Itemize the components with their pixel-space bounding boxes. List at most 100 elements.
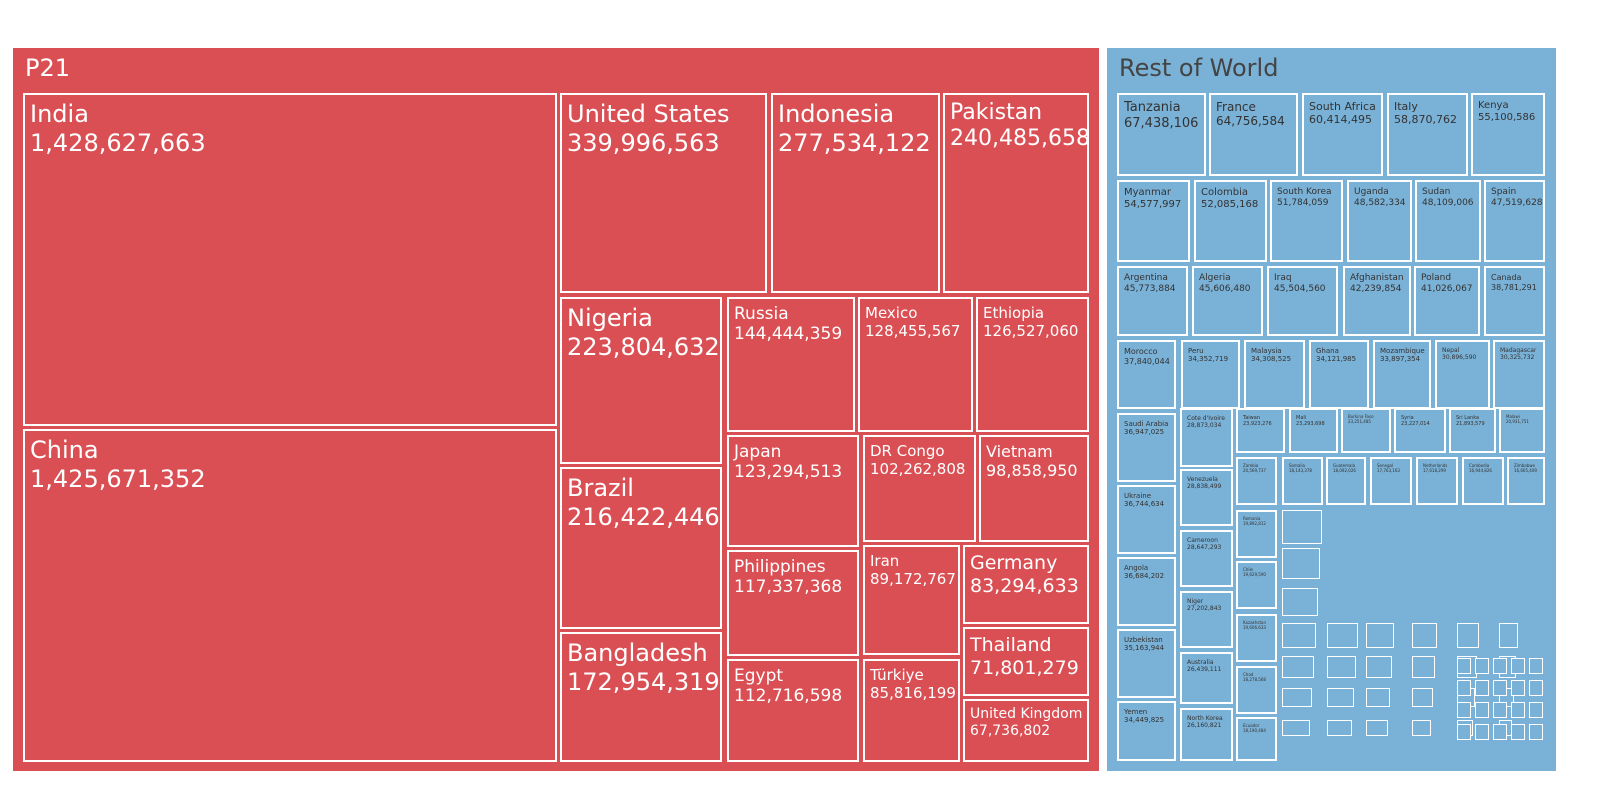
treemap-tile-small[interactable]	[1511, 658, 1525, 674]
treemap-tile-small[interactable]	[1282, 510, 1322, 544]
treemap-tile-dr-congo[interactable]: DR Congo 102,262,808	[863, 435, 976, 542]
treemap-tile-small[interactable]	[1457, 724, 1471, 740]
treemap-tile-small[interactable]	[1457, 658, 1471, 674]
treemap-tile-netherlands[interactable]: Netherlands 17,618,299	[1416, 457, 1458, 505]
treemap-tile-burkina-faso[interactable]: Burkina Faso 23,251,485	[1341, 408, 1391, 453]
treemap-tile-small[interactable]	[1282, 720, 1310, 736]
treemap-tile-india[interactable]: India 1,428,627,663	[23, 93, 557, 426]
treemap-tile-morocco[interactable]: Morocco 37,840,044	[1117, 340, 1176, 409]
treemap-tile-afghanistan[interactable]: Afghanistan 42,239,854	[1343, 266, 1411, 336]
treemap-tile-senegal[interactable]: Senegal 17,763,163	[1370, 457, 1412, 505]
treemap-tile-angola[interactable]: Angola 36,684,202	[1117, 557, 1176, 626]
treemap-tile-niger[interactable]: Niger 27,202,843	[1180, 591, 1233, 648]
treemap-tile-canada[interactable]: Canada 38,781,291	[1484, 266, 1545, 336]
treemap-tile-cote-d-ivoire[interactable]: Cote d'Ivoire 28,873,034	[1180, 408, 1233, 467]
treemap-tile-kenya[interactable]: Kenya 55,100,586	[1471, 93, 1545, 176]
treemap-tile-nepal[interactable]: Nepal 30,896,590	[1435, 340, 1490, 409]
treemap-tile-small[interactable]	[1366, 623, 1394, 648]
treemap-tile-iran[interactable]: Iran 89,172,767	[863, 545, 960, 655]
treemap-tile-mali[interactable]: Mali 23,293,698	[1289, 408, 1338, 453]
treemap-tile-small[interactable]	[1457, 680, 1471, 696]
treemap-tile-japan[interactable]: Japan 123,294,513	[727, 435, 859, 547]
treemap-tile-poland[interactable]: Poland 41,026,067	[1414, 266, 1480, 336]
treemap-tile-bangladesh[interactable]: Bangladesh 172,954,319	[560, 632, 722, 762]
treemap-tile-mozambique[interactable]: Mozambique 33,897,354	[1373, 340, 1431, 409]
treemap-tile-vietnam[interactable]: Vietnam 98,858,950	[979, 435, 1089, 542]
treemap-tile-somalia[interactable]: Somalia 18,143,378	[1282, 457, 1323, 505]
treemap-tile-spain[interactable]: Spain 47,519,628	[1484, 180, 1545, 262]
treemap-tile-small[interactable]	[1282, 688, 1312, 707]
treemap-tile-small[interactable]	[1511, 724, 1525, 740]
treemap-tile-colombia[interactable]: Colombia 52,085,168	[1194, 180, 1267, 262]
treemap-tile-north-korea[interactable]: North Korea 26,160,821	[1180, 708, 1233, 761]
treemap-tile-small[interactable]	[1475, 702, 1489, 718]
treemap-tile-small[interactable]	[1529, 702, 1543, 718]
treemap-tile-small[interactable]	[1529, 658, 1543, 674]
treemap-tile-small[interactable]	[1282, 548, 1320, 579]
treemap-tile-saudi-arabia[interactable]: Saudi Arabia 36,947,025	[1117, 413, 1176, 482]
treemap-tile-malaysia[interactable]: Malaysia 34,308,525	[1244, 340, 1305, 409]
treemap-tile-sri-lanka[interactable]: Sri Lanka 21,893,579	[1449, 408, 1496, 453]
treemap-tile-small[interactable]	[1475, 658, 1489, 674]
treemap-tile-zimbabwe[interactable]: Zimbabwe 16,665,409	[1507, 457, 1545, 505]
treemap-tile-small[interactable]	[1327, 720, 1352, 736]
treemap-tile-small[interactable]	[1327, 623, 1358, 648]
treemap-tile-indonesia[interactable]: Indonesia 277,534,122	[771, 93, 940, 293]
treemap-tile-chile[interactable]: Chile 19,629,590	[1236, 561, 1277, 609]
treemap-tile-myanmar[interactable]: Myanmar 54,577,997	[1117, 180, 1190, 262]
treemap-tile-italy[interactable]: Italy 58,870,762	[1387, 93, 1468, 176]
treemap-tile-malawi[interactable]: Malawi 20,931,751	[1499, 408, 1545, 453]
treemap-tile-south-africa[interactable]: South Africa 60,414,495	[1302, 93, 1383, 176]
treemap-tile-small[interactable]	[1282, 656, 1314, 678]
treemap-tile-small[interactable]	[1529, 724, 1543, 740]
treemap-tile-small[interactable]	[1493, 680, 1507, 696]
treemap-tile-germany[interactable]: Germany 83,294,633	[963, 545, 1089, 624]
treemap-tile-ethiopia[interactable]: Ethiopia 126,527,060	[976, 297, 1089, 432]
treemap-tile-ghana[interactable]: Ghana 34,121,985	[1309, 340, 1369, 409]
treemap-tile-brazil[interactable]: Brazil 216,422,446	[560, 467, 722, 629]
treemap-tile-argentina[interactable]: Argentina 45,773,884	[1117, 266, 1188, 336]
treemap-tile-small[interactable]	[1457, 623, 1479, 648]
treemap-tile-small[interactable]	[1511, 702, 1525, 718]
treemap-tile-small[interactable]	[1475, 724, 1489, 740]
treemap-tile-small[interactable]	[1366, 720, 1388, 736]
treemap-tile-uganda[interactable]: Uganda 48,582,334	[1347, 180, 1412, 262]
treemap-tile-small[interactable]	[1327, 656, 1356, 678]
treemap-tile-small[interactable]	[1529, 680, 1543, 696]
treemap-tile-small[interactable]	[1511, 680, 1525, 696]
treemap-tile-ecuador[interactable]: Ecuador 18,190,484	[1236, 717, 1277, 761]
treemap-tile-australia[interactable]: Australia 26,439,111	[1180, 652, 1233, 704]
treemap-tile-uzbekistan[interactable]: Uzbekistan 35,163,944	[1117, 629, 1176, 698]
treemap-tile-mexico[interactable]: Mexico 128,455,567	[858, 297, 973, 432]
treemap-tile-france[interactable]: France 64,756,584	[1209, 93, 1298, 176]
treemap-tile-small[interactable]	[1457, 702, 1471, 718]
treemap-tile-united-kingdom[interactable]: United Kingdom 67,736,802	[963, 699, 1089, 762]
treemap-tile-small[interactable]	[1475, 680, 1489, 696]
treemap-tile-small[interactable]	[1499, 623, 1518, 648]
treemap-tile-egypt[interactable]: Egypt 112,716,598	[727, 659, 859, 762]
treemap-tile-small[interactable]	[1282, 623, 1316, 648]
treemap-tile-small[interactable]	[1366, 656, 1392, 678]
treemap-tile-small[interactable]	[1282, 588, 1318, 616]
treemap-tile-zambia[interactable]: Zambia 20,569,737	[1236, 457, 1277, 505]
treemap-tile-chad[interactable]: Chad 18,278,568	[1236, 666, 1277, 714]
treemap-tile-kazakhstan[interactable]: Kazakhstan 19,606,633	[1236, 614, 1277, 662]
treemap-tile-turkiye[interactable]: Türkiye 85,816,199	[863, 659, 960, 762]
treemap-tile-cambodia[interactable]: Cambodia 16,944,826	[1462, 457, 1504, 505]
treemap-tile-small[interactable]	[1493, 702, 1507, 718]
treemap-tile-small[interactable]	[1412, 623, 1437, 648]
treemap-tile-small[interactable]	[1327, 688, 1354, 707]
treemap-tile-tanzania[interactable]: Tanzania 67,438,106	[1117, 93, 1206, 176]
treemap-tile-philippines[interactable]: Philippines 117,337,368	[727, 550, 859, 656]
treemap-tile-guatemala[interactable]: Guatemala 18,092,026	[1326, 457, 1366, 505]
treemap-tile-peru[interactable]: Peru 34,352,719	[1181, 340, 1240, 409]
treemap-tile-taiwan[interactable]: Taiwan 23,923,276	[1236, 408, 1285, 453]
treemap-tile-small[interactable]	[1366, 688, 1390, 707]
treemap-tile-small[interactable]	[1412, 720, 1431, 736]
treemap-tile-russia[interactable]: Russia 144,444,359	[727, 297, 855, 432]
treemap-tile-china[interactable]: China 1,425,671,352	[23, 429, 557, 762]
treemap-tile-thailand[interactable]: Thailand 71,801,279	[963, 627, 1089, 696]
treemap-tile-syria[interactable]: Syria 23,227,014	[1394, 408, 1446, 453]
treemap-tile-sudan[interactable]: Sudan 48,109,006	[1415, 180, 1481, 262]
treemap-tile-cameroon[interactable]: Cameroon 28,647,293	[1180, 530, 1233, 587]
